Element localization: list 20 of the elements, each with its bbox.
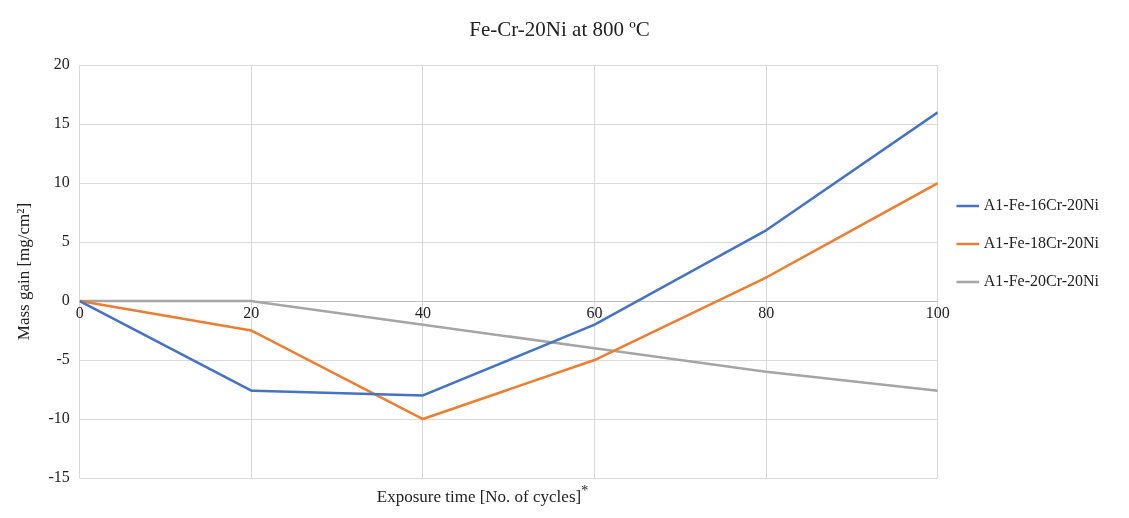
- x-tick-label: 80: [758, 303, 775, 321]
- legend-label: A1-Fe-20Cr-20Ni: [983, 272, 1100, 290]
- y-tick-label: 20: [53, 55, 70, 73]
- legend-label: A1-Fe-18Cr-20Ni: [983, 234, 1100, 252]
- x-tick-label: 60: [586, 303, 603, 321]
- y-tick-label: -5: [56, 350, 70, 368]
- y-axis-title: Mass gain [mg/cm²]: [13, 202, 33, 341]
- x-tick-label: 20: [243, 303, 260, 321]
- y-tick-label: -10: [48, 409, 70, 427]
- y-tick-label: 0: [61, 291, 70, 309]
- y-tick-label: -15: [48, 468, 70, 486]
- y-tick-label: 10: [53, 173, 70, 191]
- x-axis-title: Exposure time [No. of cycles]$^{*}$: [376, 482, 589, 506]
- y-tick-label: 15: [53, 114, 70, 132]
- x-tick-label: 100: [925, 303, 950, 321]
- legend-label: A1-Fe-16Cr-20Ni: [983, 196, 1100, 214]
- y-tick-label: 5: [61, 232, 70, 250]
- x-tick-label: 40: [414, 303, 431, 321]
- chart-title: Fe-Cr-20Ni at 800 ºC: [469, 17, 650, 42]
- x-tick-label: 0: [75, 303, 84, 321]
